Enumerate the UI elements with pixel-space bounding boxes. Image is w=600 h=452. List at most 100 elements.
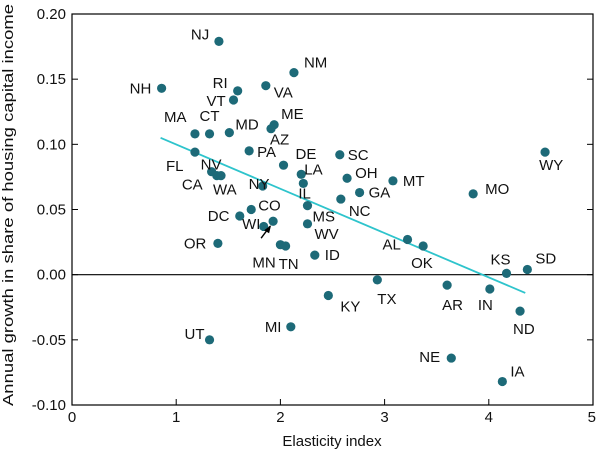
point-label-al: AL — [383, 236, 401, 253]
point-label-or: OR — [184, 235, 207, 252]
data-point-al — [402, 234, 413, 245]
y-tick-label: 0.00 — [37, 267, 66, 284]
point-label-de: DE — [296, 146, 317, 163]
point-label-mo: MO — [485, 181, 509, 198]
point-label-mn: MN — [252, 255, 275, 272]
y-tick-label: 0.20 — [37, 6, 66, 23]
data-point-vt — [228, 95, 239, 105]
data-point-de — [278, 160, 289, 170]
data-point-la — [296, 169, 306, 179]
data-point-wy — [540, 147, 550, 157]
point-label-ct: CT — [200, 108, 220, 125]
point-label-vt: VT — [207, 93, 226, 110]
x-axis-title: Elasticity index — [282, 433, 382, 450]
data-point-sc — [335, 150, 345, 160]
data-point-ok — [418, 241, 428, 251]
data-point-tn — [281, 241, 291, 251]
trend-layer — [160, 136, 526, 294]
point-label-az: AZ — [270, 132, 289, 149]
data-point-nc — [336, 194, 346, 204]
data-point-ri — [233, 86, 243, 96]
data-point-il — [298, 178, 308, 189]
x-tick-label: 0 — [68, 409, 76, 426]
data-point-mt — [388, 176, 398, 186]
point-label-il: IL — [298, 185, 311, 202]
data-point-ky — [323, 290, 333, 301]
data-point-va — [261, 81, 271, 91]
x-tick-label: 3 — [380, 409, 388, 426]
point-label-oh: OH — [355, 165, 378, 182]
point-label-tx: TX — [377, 291, 396, 308]
point-label-dc: DC — [208, 208, 230, 225]
point-label-wa: WA — [213, 182, 237, 199]
data-point-ms — [302, 200, 313, 211]
wi-leader-arrowhead — [264, 225, 272, 234]
data-point-wv — [302, 219, 313, 229]
point-label-pa: PA — [257, 144, 276, 161]
trend-line — [160, 136, 526, 294]
point-label-la: LA — [304, 161, 322, 178]
point-label-wy: WY — [539, 157, 563, 174]
data-point-md — [224, 128, 234, 138]
y-tick-label: 0.10 — [37, 136, 66, 153]
point-label-ky: KY — [340, 299, 360, 316]
point-label-ne: NE — [419, 349, 440, 366]
data-point-az — [266, 124, 276, 134]
point-label-ri: RI — [213, 75, 228, 92]
data-point-id — [310, 250, 320, 260]
data-point-nm — [289, 68, 299, 78]
point-label-ca: CA — [182, 177, 203, 194]
data-point-or — [213, 238, 223, 248]
data-point-ny — [258, 181, 268, 191]
data-point-mo — [468, 189, 478, 199]
point-label-ny: NY — [249, 176, 270, 193]
point-label-ia: IA — [510, 364, 524, 381]
point-label-me: ME — [281, 106, 304, 123]
point-label-ok: OK — [411, 255, 433, 272]
y-tick-label: -0.05 — [32, 332, 66, 349]
data-point-ut — [204, 335, 215, 345]
point-label-nc: NC — [349, 203, 371, 220]
point-label-nj: NJ — [191, 26, 209, 43]
data-point-wa — [216, 171, 226, 181]
data-point-nh — [157, 83, 167, 93]
x-tick-label: 2 — [276, 409, 284, 426]
data-point-tx — [372, 275, 382, 285]
point-label-mi: MI — [265, 319, 282, 336]
labels-layer: NJ NM NH RI VA VT MA CT MD ME AZ FL PA DE SC NV CA LA OH NY… — [130, 26, 564, 380]
point-label-mt: MT — [403, 173, 425, 190]
point-label-sd: SD — [535, 250, 556, 267]
data-point-mi — [286, 322, 296, 332]
point-label-md: MD — [235, 117, 258, 134]
points-layer — [157, 36, 550, 387]
y-tick-label: 0.05 — [37, 202, 66, 219]
point-label-ga: GA — [369, 185, 391, 202]
point-label-id: ID — [325, 247, 340, 264]
point-label-nm: NM — [304, 55, 327, 72]
point-label-nd: ND — [513, 321, 535, 338]
data-point-oh — [342, 173, 352, 183]
data-point-pa — [244, 146, 254, 156]
point-label-ms: MS — [312, 209, 335, 226]
point-label-fl: FL — [166, 158, 184, 175]
data-point-ct — [204, 129, 215, 139]
data-point-co — [246, 204, 256, 215]
y-tick-label: -0.10 — [32, 397, 66, 414]
data-point-sd — [522, 264, 532, 275]
point-label-ut: UT — [185, 326, 205, 343]
y-tick-label: 0.15 — [37, 71, 66, 88]
data-point-ga — [354, 187, 365, 198]
y-axis-title: Annual growth in share of housing capita… — [0, 4, 17, 406]
data-point-ne — [446, 353, 456, 363]
data-point-ia — [497, 376, 507, 387]
data-point-wi — [259, 221, 269, 232]
point-label-wi: WI — [242, 216, 260, 233]
point-label-ar: AR — [442, 297, 463, 314]
data-point-wi — [268, 216, 278, 226]
point-label-sc: SC — [348, 147, 369, 164]
point-label-tn: TN — [279, 256, 299, 273]
data-point-dc — [235, 211, 245, 221]
data-point-in — [485, 284, 495, 294]
x-tick-label: 1 — [172, 409, 180, 426]
point-label-ma: MA — [164, 109, 187, 126]
